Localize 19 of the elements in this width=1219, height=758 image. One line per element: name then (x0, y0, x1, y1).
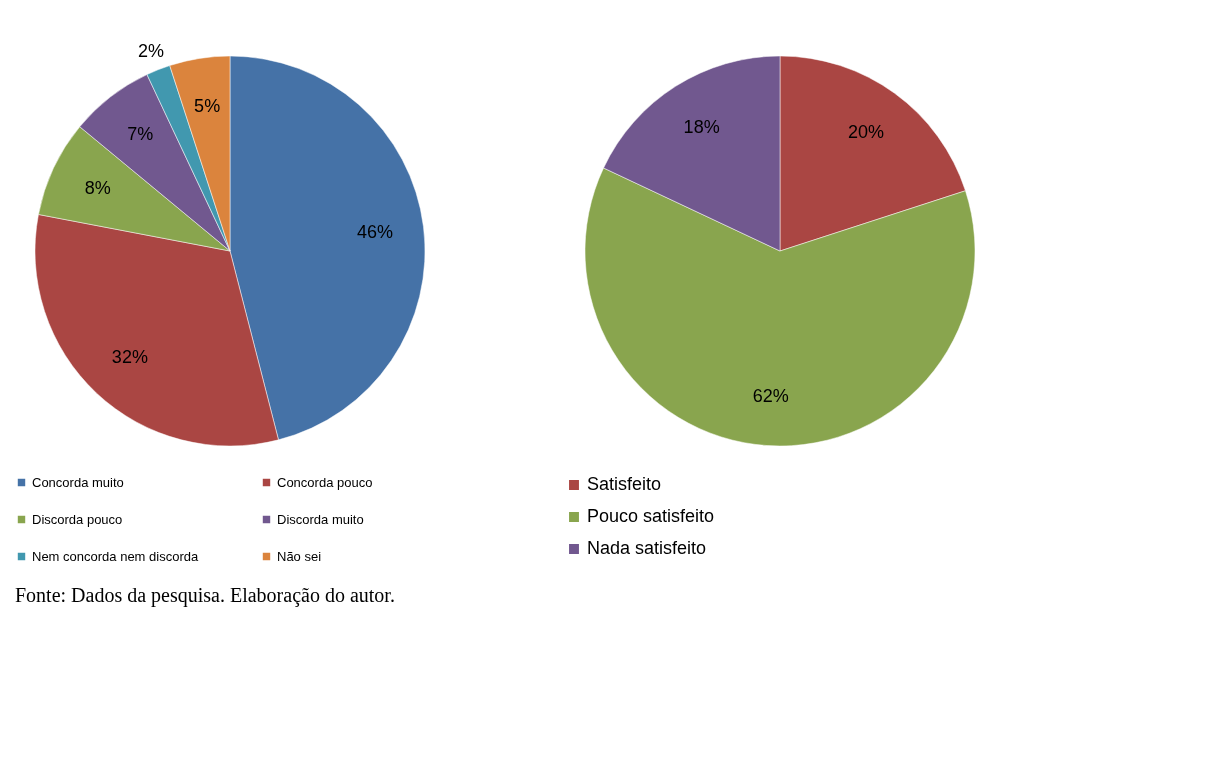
legend-label: Não sei (277, 548, 322, 564)
data-label: 32% (111, 346, 148, 367)
legend-label: Concorda pouco (277, 474, 373, 490)
legend-label: Nada satisfeito (587, 538, 707, 558)
legend-label: Pouco satisfeito (587, 506, 715, 526)
legend-label: Satisfeito (587, 474, 662, 494)
legend-label: Discorda muito (277, 511, 364, 527)
data-label: 20% (847, 121, 884, 142)
data-label: 62% (752, 385, 789, 406)
data-label: 7% (127, 124, 154, 145)
data-label: 5% (194, 95, 221, 116)
legend-label: Concorda muito (32, 474, 124, 490)
data-label: 2% (138, 40, 165, 61)
legend-label: Nem concorda nem discorda (32, 548, 199, 564)
data-label: 18% (683, 116, 720, 137)
source-note: Fonte: Dados da pesquisa. Elaboração do autor. (15, 584, 395, 607)
data-label: 46% (357, 221, 394, 242)
legend-label: Discorda pouco (32, 511, 123, 527)
data-label: 8% (84, 177, 111, 198)
